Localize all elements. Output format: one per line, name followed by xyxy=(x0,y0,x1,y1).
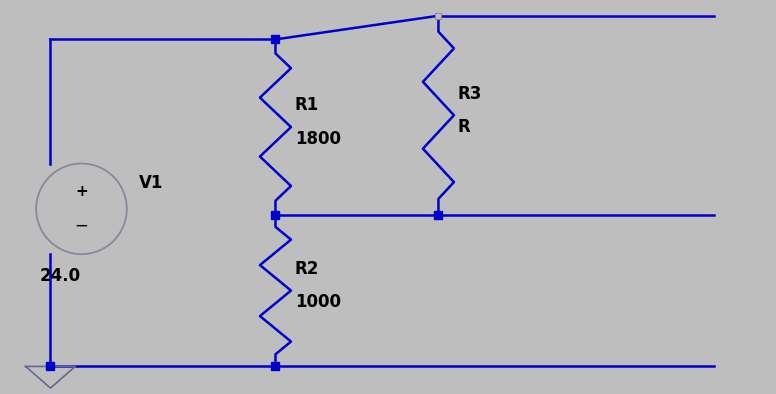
Text: +: + xyxy=(75,184,88,199)
Text: 24.0: 24.0 xyxy=(40,267,81,285)
Ellipse shape xyxy=(36,164,126,254)
Text: 1800: 1800 xyxy=(295,130,341,148)
Text: .op: .op xyxy=(39,393,68,394)
Text: −: − xyxy=(74,217,88,235)
Text: R: R xyxy=(458,118,470,136)
Text: R1: R1 xyxy=(295,97,319,114)
Text: R2: R2 xyxy=(295,260,319,278)
Text: R3: R3 xyxy=(458,85,482,102)
Text: 1000: 1000 xyxy=(295,294,341,311)
Text: V1: V1 xyxy=(138,174,163,192)
